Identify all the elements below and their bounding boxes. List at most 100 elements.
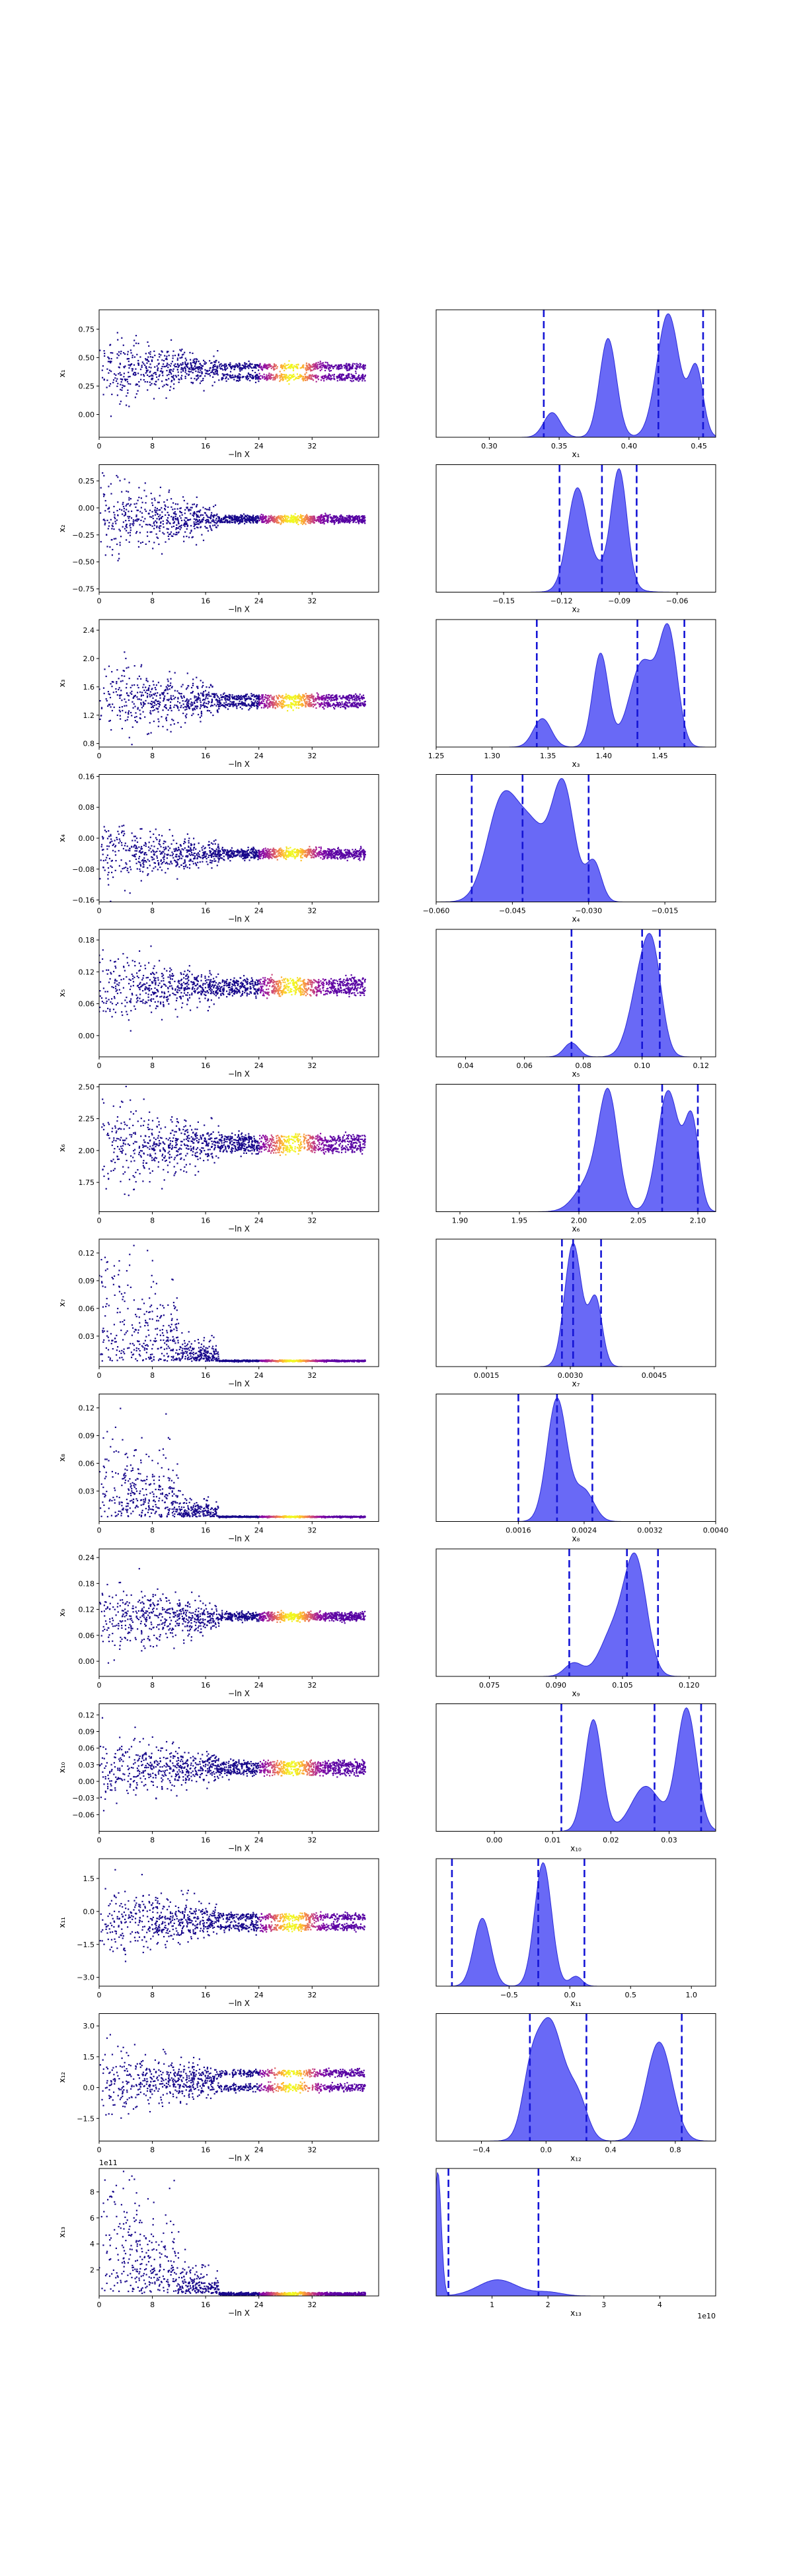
trace-point bbox=[187, 701, 189, 703]
trace-point bbox=[303, 378, 305, 380]
trace-point bbox=[182, 712, 184, 715]
trace-point bbox=[170, 678, 172, 680]
trace-point bbox=[331, 518, 333, 520]
trace-point bbox=[156, 526, 158, 528]
trace-point bbox=[129, 532, 131, 534]
trace-point bbox=[224, 698, 226, 699]
trace-point bbox=[177, 698, 179, 699]
trace-point bbox=[338, 368, 340, 370]
trace-point bbox=[140, 865, 142, 867]
trace-point bbox=[279, 380, 281, 382]
trace-point bbox=[203, 698, 205, 700]
trace-point bbox=[283, 375, 285, 377]
trace-point bbox=[149, 694, 151, 696]
trace-point bbox=[253, 704, 255, 706]
trace-point bbox=[244, 702, 246, 704]
trace-point bbox=[126, 539, 128, 541]
trace-point bbox=[153, 845, 155, 847]
trace-point bbox=[230, 376, 232, 378]
trace-point bbox=[193, 847, 195, 849]
trace-point bbox=[200, 364, 202, 366]
trace-point bbox=[233, 521, 235, 523]
trace-point bbox=[176, 503, 179, 505]
trace-point bbox=[155, 688, 157, 691]
trace-point bbox=[240, 696, 242, 698]
trace-point bbox=[251, 695, 253, 697]
trace-point bbox=[221, 378, 223, 380]
trace-point bbox=[229, 698, 231, 699]
trace-point bbox=[210, 711, 212, 713]
trace-point bbox=[185, 359, 188, 361]
trace-x-label: −ln X bbox=[228, 450, 250, 459]
trace-point bbox=[118, 557, 120, 559]
trace-point bbox=[192, 702, 194, 704]
trace-point bbox=[344, 379, 346, 381]
trace-point bbox=[302, 523, 304, 525]
trace-point bbox=[295, 367, 297, 369]
trace-point bbox=[234, 855, 236, 857]
trace-point bbox=[172, 350, 174, 352]
trace-point bbox=[170, 380, 172, 382]
trace-point bbox=[252, 521, 254, 523]
trace-point bbox=[262, 857, 264, 859]
trace-point bbox=[320, 517, 322, 519]
trace-point bbox=[106, 368, 108, 370]
trace-point bbox=[212, 515, 214, 517]
trace-point bbox=[149, 381, 151, 383]
trace-point bbox=[148, 540, 150, 542]
trace-point bbox=[192, 514, 194, 516]
trace-point bbox=[140, 678, 142, 680]
trace-point bbox=[345, 852, 347, 854]
trace-point bbox=[221, 704, 223, 706]
trace-point bbox=[235, 516, 237, 518]
trace-point bbox=[315, 380, 317, 382]
trace-point bbox=[354, 363, 356, 365]
trace-point bbox=[108, 857, 110, 859]
trace-point bbox=[266, 365, 268, 367]
trace-point bbox=[193, 369, 195, 371]
trace-point bbox=[237, 380, 239, 382]
trace-point bbox=[180, 376, 182, 378]
trace-point bbox=[243, 518, 246, 520]
trace-point bbox=[291, 855, 293, 857]
trace-point bbox=[294, 517, 296, 519]
trace-point bbox=[254, 517, 256, 519]
trace-x-tick-label: 24 bbox=[254, 442, 264, 450]
trace-point bbox=[100, 512, 102, 514]
trace-point bbox=[158, 721, 160, 723]
trace-point bbox=[317, 368, 319, 370]
trace-point bbox=[270, 515, 272, 517]
trace-point bbox=[252, 370, 254, 372]
trace-point bbox=[132, 357, 133, 359]
trace-point bbox=[131, 690, 133, 692]
trace-point bbox=[215, 522, 217, 524]
trace-point bbox=[170, 369, 172, 371]
trace-point bbox=[124, 365, 126, 367]
trace-point bbox=[151, 688, 153, 690]
trace-point bbox=[256, 706, 258, 708]
trace-point bbox=[300, 522, 302, 524]
trace-point bbox=[198, 369, 200, 371]
trace-point bbox=[282, 698, 285, 699]
trace-point bbox=[202, 704, 204, 706]
trace-point bbox=[299, 375, 301, 377]
trace-point bbox=[121, 699, 123, 701]
trace-point bbox=[167, 687, 169, 689]
trace-point bbox=[135, 532, 137, 534]
trace-point bbox=[231, 703, 233, 705]
trace-point bbox=[163, 363, 165, 365]
trace-point bbox=[112, 681, 114, 683]
trace-point bbox=[173, 522, 175, 524]
trace-point bbox=[186, 851, 188, 853]
trace-point bbox=[174, 355, 176, 357]
trace-point bbox=[236, 699, 239, 701]
trace-point bbox=[166, 519, 168, 521]
trace-point bbox=[272, 849, 274, 851]
trace-point bbox=[118, 826, 120, 828]
trace-point bbox=[187, 850, 189, 852]
trace-point bbox=[363, 859, 365, 861]
trace-point bbox=[168, 685, 170, 688]
trace-point bbox=[350, 704, 352, 706]
trace-point bbox=[272, 703, 274, 705]
trace-point bbox=[136, 520, 138, 522]
